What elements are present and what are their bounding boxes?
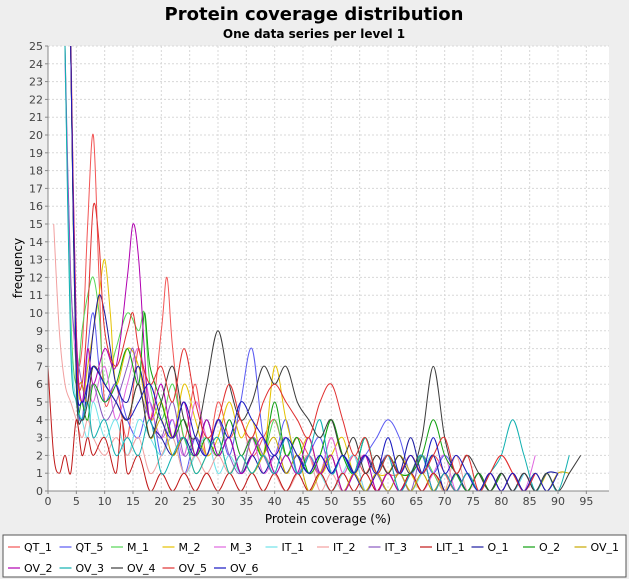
series-line-ov-5 — [70, 46, 536, 491]
plot-background — [48, 46, 609, 491]
x-tick-label: 90 — [551, 495, 565, 508]
x-tick-label: 65 — [409, 495, 423, 508]
y-tick-label: 17 — [29, 182, 43, 195]
chart-subtitle: One data series per level 1 — [223, 27, 405, 41]
legend-item-label: OV_1 — [591, 541, 620, 554]
series-line-m-3 — [64, 63, 536, 491]
x-tick-label: 60 — [381, 495, 395, 508]
legend-item-label: IT_3 — [385, 541, 407, 554]
chart-title: Protein coverage distribution — [165, 4, 464, 25]
x-tick-label: 55 — [353, 495, 367, 508]
legend-item-label: LIT_1 — [436, 541, 465, 554]
x-tick-label: 45 — [296, 495, 310, 508]
x-tick-label: 35 — [239, 495, 253, 508]
legend-item-label: O_1 — [488, 541, 509, 554]
y-tick-label: 2 — [36, 449, 43, 462]
legend-item-label: M_1 — [127, 541, 149, 554]
legend-item-label: IT_1 — [282, 541, 304, 554]
legend-box — [2, 534, 627, 578]
y-tick-label: 5 — [36, 396, 43, 409]
legend-item-label: M_3 — [230, 541, 252, 554]
legend-item-label: OV_3 — [76, 562, 105, 575]
x-axis-label: Protein coverage (%) — [265, 512, 391, 526]
legend-item-label: IT_2 — [333, 541, 355, 554]
x-tick-label: 20 — [154, 495, 168, 508]
y-tick-label: 3 — [36, 432, 43, 445]
series-line-ov-6 — [70, 46, 559, 491]
y-axis-label: frequency — [11, 238, 25, 298]
grid — [47, 45, 609, 492]
y-tick-label: 7 — [36, 360, 43, 373]
y-tick-label: 23 — [29, 76, 43, 89]
y-tick-label: 14 — [29, 236, 43, 249]
y-tick-label: 9 — [36, 325, 43, 338]
x-tick-label: 85 — [523, 495, 537, 508]
legend-item-label: OV_6 — [230, 562, 259, 575]
y-tick-label: 15 — [29, 218, 43, 231]
x-tick-label: 40 — [268, 495, 282, 508]
y-tick-label: 12 — [29, 271, 43, 284]
y-tick-label: 21 — [29, 111, 43, 124]
x-tick-label: 5 — [73, 495, 80, 508]
axes: 0 5 10 15 20 25 30 35 40 45 50 55 60 65 70 75 80 85 90 9501… — [29, 40, 609, 508]
x-tick-label: 50 — [324, 495, 338, 508]
x-tick-label: 80 — [494, 495, 508, 508]
legend-item-label: OV_2 — [24, 562, 53, 575]
y-tick-label: 19 — [29, 147, 43, 160]
y-tick-label: 24 — [29, 58, 43, 71]
y-tick-label: 4 — [36, 414, 43, 427]
y-tick-label: 13 — [29, 254, 43, 267]
legend-item-label: O_2 — [539, 541, 560, 554]
x-tick-label: 10 — [98, 495, 112, 508]
x-tick-label: 70 — [438, 495, 452, 508]
y-tick-label: 11 — [29, 289, 43, 302]
y-tick-label: 20 — [29, 129, 43, 142]
legend-item-label: QT_5 — [76, 541, 104, 554]
legend: QT_1 QT_5 M_1 M_2 M_3 IT_1 IT_2 IT_3 LIT_1 O_1 O_2… — [8, 541, 619, 575]
legend-item-label: M_2 — [179, 541, 201, 554]
y-tick-label: 10 — [29, 307, 43, 320]
legend-item-label: OV_5 — [179, 562, 208, 575]
y-tick-label: 1 — [36, 467, 43, 480]
x-tick-label: 75 — [466, 495, 480, 508]
y-tick-label: 22 — [29, 93, 43, 106]
legend-item-label: QT_1 — [24, 541, 52, 554]
y-tick-label: 16 — [29, 200, 43, 213]
x-tick-label: 15 — [126, 495, 140, 508]
y-tick-label: 8 — [36, 343, 43, 356]
x-tick-label: 0 — [45, 495, 52, 508]
y-tick-label: 6 — [36, 378, 43, 391]
y-tick-label: 25 — [29, 40, 43, 53]
y-tick-label: 0 — [36, 485, 43, 498]
x-tick-label: 30 — [211, 495, 225, 508]
legend-item-label: OV_4 — [127, 562, 156, 575]
y-tick-label: 18 — [29, 165, 43, 178]
x-tick-label: 25 — [183, 495, 197, 508]
x-tick-label: 95 — [579, 495, 593, 508]
